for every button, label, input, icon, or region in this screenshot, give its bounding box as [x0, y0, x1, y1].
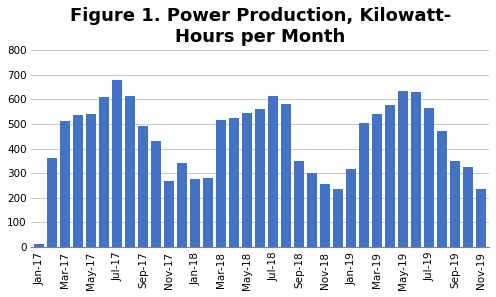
Bar: [47, 158, 58, 247]
Bar: [476, 189, 487, 247]
Bar: [138, 126, 148, 247]
Bar: [450, 161, 460, 247]
Bar: [60, 121, 70, 247]
Bar: [164, 181, 175, 247]
Bar: [177, 163, 187, 247]
Bar: [346, 169, 357, 247]
Bar: [73, 115, 83, 247]
Bar: [463, 167, 474, 247]
Bar: [372, 114, 382, 247]
Bar: [385, 105, 395, 247]
Bar: [190, 179, 200, 247]
Bar: [34, 244, 45, 247]
Bar: [411, 92, 422, 247]
Bar: [125, 96, 135, 247]
Bar: [86, 114, 96, 247]
Title: Figure 1. Power Production, Kilowatt-
Hours per Month: Figure 1. Power Production, Kilowatt- Ho…: [69, 7, 451, 46]
Bar: [359, 123, 370, 247]
Bar: [333, 189, 343, 247]
Bar: [112, 80, 123, 247]
Bar: [398, 91, 408, 247]
Bar: [151, 141, 161, 247]
Bar: [437, 131, 447, 247]
Bar: [424, 108, 434, 247]
Bar: [281, 104, 292, 247]
Bar: [203, 178, 213, 247]
Bar: [268, 96, 278, 247]
Bar: [255, 109, 265, 247]
Bar: [242, 113, 252, 247]
Bar: [307, 173, 317, 247]
Bar: [320, 184, 330, 247]
Bar: [99, 97, 110, 247]
Bar: [216, 120, 227, 247]
Bar: [229, 118, 240, 247]
Bar: [294, 161, 305, 247]
